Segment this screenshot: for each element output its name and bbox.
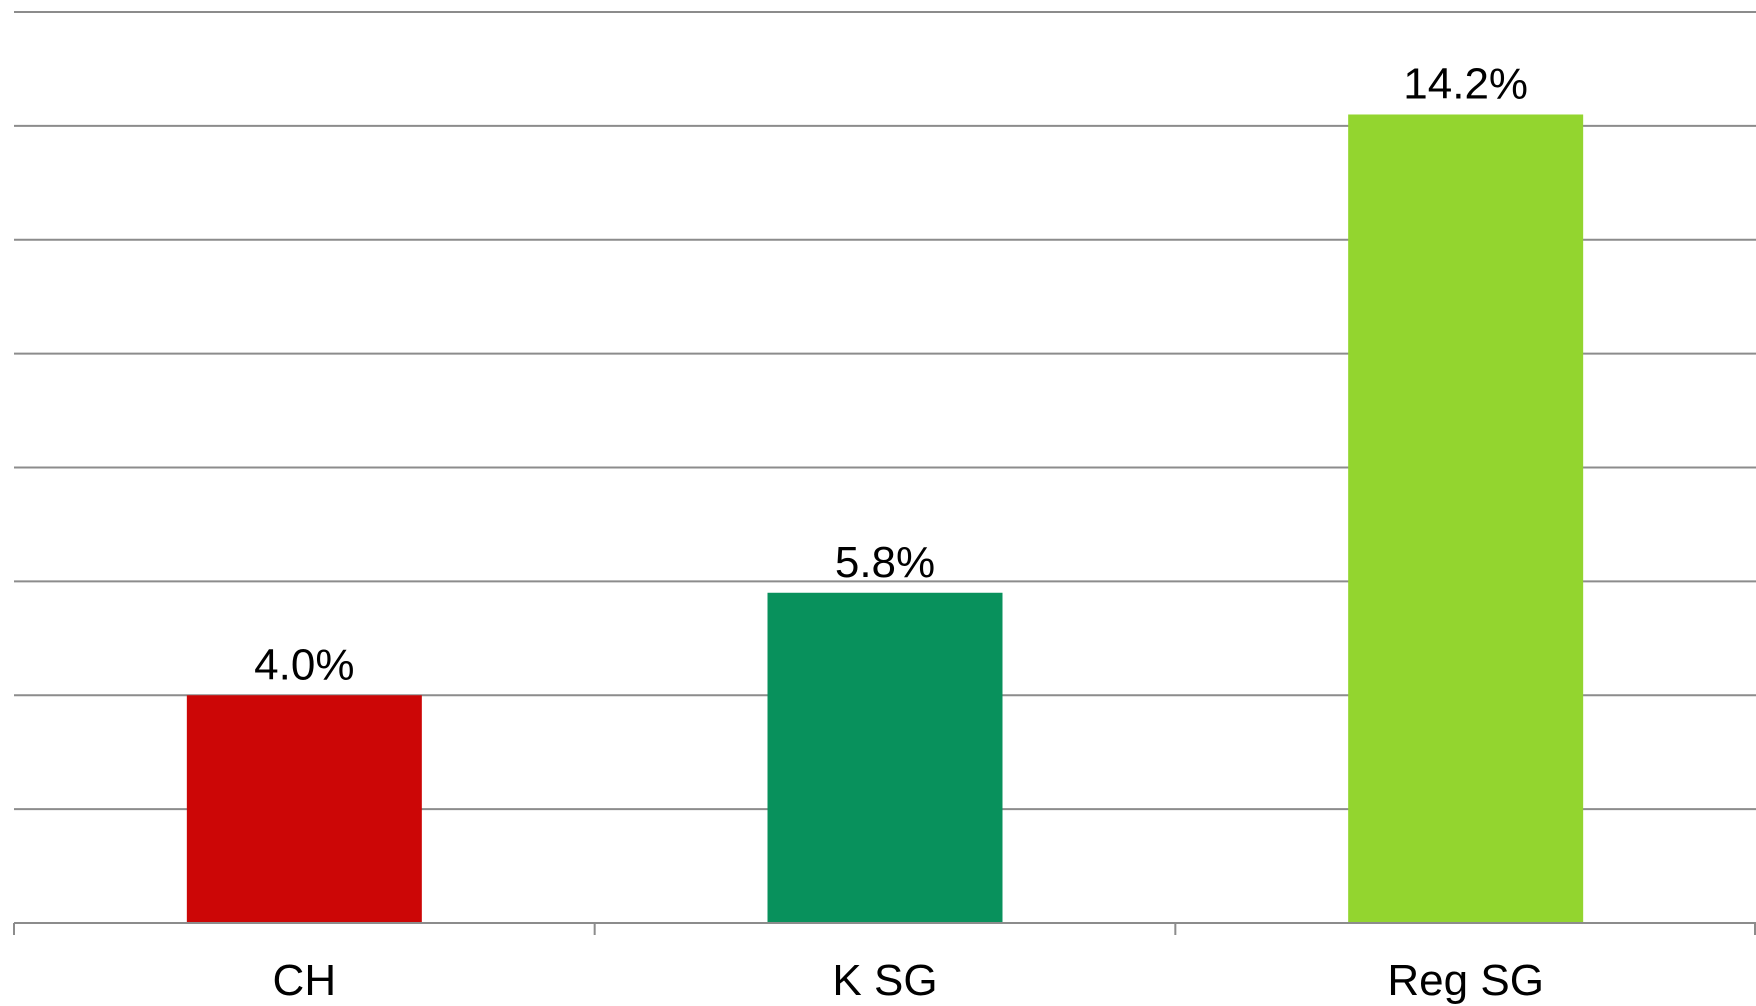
bars [186, 114, 1584, 924]
category-label: Reg SG [1387, 956, 1544, 1005]
category-label: CH [273, 956, 337, 1005]
bar-ch [186, 695, 422, 923]
bar-reg-sg [1348, 114, 1584, 924]
category-label: K SG [832, 956, 937, 1005]
labels: 4.0% CH 5.8% K SG 14.2% Reg SG [254, 59, 1544, 1005]
data-label: 4.0% [254, 640, 354, 689]
bar-k-sg [767, 592, 1003, 923]
x-axis [13, 922, 1756, 935]
data-label: 14.2% [1403, 59, 1528, 108]
data-label: 5.8% [835, 538, 935, 587]
